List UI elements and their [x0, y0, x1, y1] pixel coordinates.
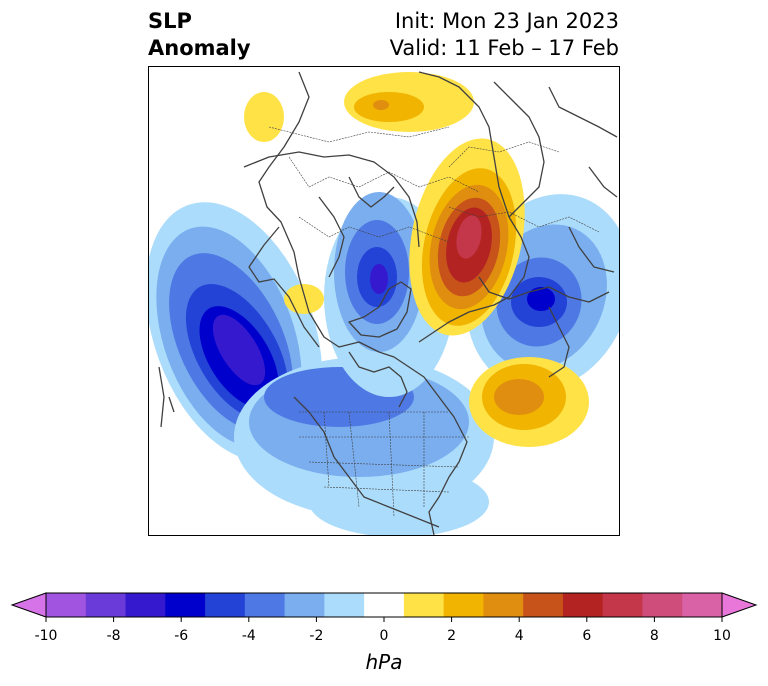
colorbar-segments [46, 593, 723, 617]
colorbar-tick-label: -8 [106, 628, 121, 644]
positive-anomaly-north-atlantic [469, 357, 589, 447]
colorbar-segment [483, 593, 524, 617]
colorbar-segment [244, 593, 286, 617]
valid-range: Valid: 11 Feb – 17 Feb [389, 36, 619, 60]
colorbar-segment [523, 593, 564, 617]
colorbar-ticks [45, 617, 723, 622]
map-canvas [149, 67, 619, 535]
map-title: SLP Anomaly [148, 8, 251, 62]
colorbar-units: hPa [365, 650, 403, 674]
colorbar-upper-extension [721, 592, 758, 618]
colorbar-segment [562, 593, 604, 617]
positive-anomaly-eurasia [409, 138, 525, 336]
negative-anomaly-arctic-canada [324, 192, 454, 397]
colorbar-segment [602, 593, 643, 617]
colorbar-tick-label: 2 [447, 628, 457, 644]
colorbar-segment [125, 593, 166, 617]
title-anomaly: Anomaly [148, 36, 251, 60]
colorbar [10, 592, 758, 622]
colorbar-segment [642, 593, 683, 617]
anomaly-map [148, 66, 620, 536]
colorbar-tick-label: -10 [34, 628, 58, 644]
colorbar-tick-label: -6 [174, 628, 189, 644]
coastlines [158, 71, 618, 535]
forecast-dates: Init: Mon 23 Jan 2023 Valid: 11 Feb – 17… [390, 8, 619, 62]
init-date: Init: Mon 23 Jan 2023 [394, 9, 619, 33]
colorbar-tick-label: 10 [713, 628, 731, 644]
colorbar-segment [443, 593, 484, 617]
colorbar-tick-label: -2 [309, 628, 324, 644]
colorbar-segment [682, 593, 723, 617]
colorbar-segment [324, 593, 365, 617]
borders [268, 126, 600, 518]
colorbar-tick-label: 0 [379, 628, 389, 644]
colorbar-segment [46, 593, 87, 617]
colorbar-tick-label: 4 [514, 628, 524, 644]
colorbar-lower-extension [10, 592, 47, 618]
colorbar-segment [85, 593, 127, 617]
colorbar-segment [205, 593, 246, 617]
colorbar-tick-label: 6 [582, 628, 592, 644]
colorbar-segment [364, 593, 405, 617]
colorbar-tick-label: 8 [649, 628, 659, 644]
colorbar-segment [165, 593, 206, 617]
colorbar-segment [284, 593, 325, 617]
colorbar-segment [403, 593, 445, 617]
colorbar-tick-label: -4 [241, 628, 256, 644]
title-slp: SLP [148, 9, 192, 33]
